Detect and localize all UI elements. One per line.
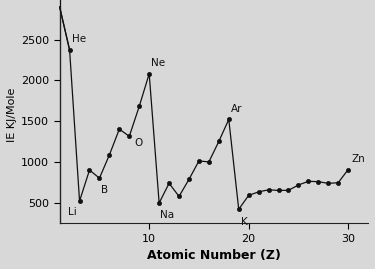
Y-axis label: IE KJ/Mole: IE KJ/Mole [7,88,17,142]
Text: Ar: Ar [231,104,242,114]
Text: He: He [72,34,86,44]
Text: Li: Li [68,207,76,217]
Text: Na: Na [160,210,174,220]
Text: O: O [134,138,142,148]
Text: B: B [101,185,108,194]
Text: Ne: Ne [151,58,165,68]
Text: K: K [241,217,248,226]
X-axis label: Atomic Number (Z): Atomic Number (Z) [147,249,281,262]
Text: Zn: Zn [351,154,365,164]
